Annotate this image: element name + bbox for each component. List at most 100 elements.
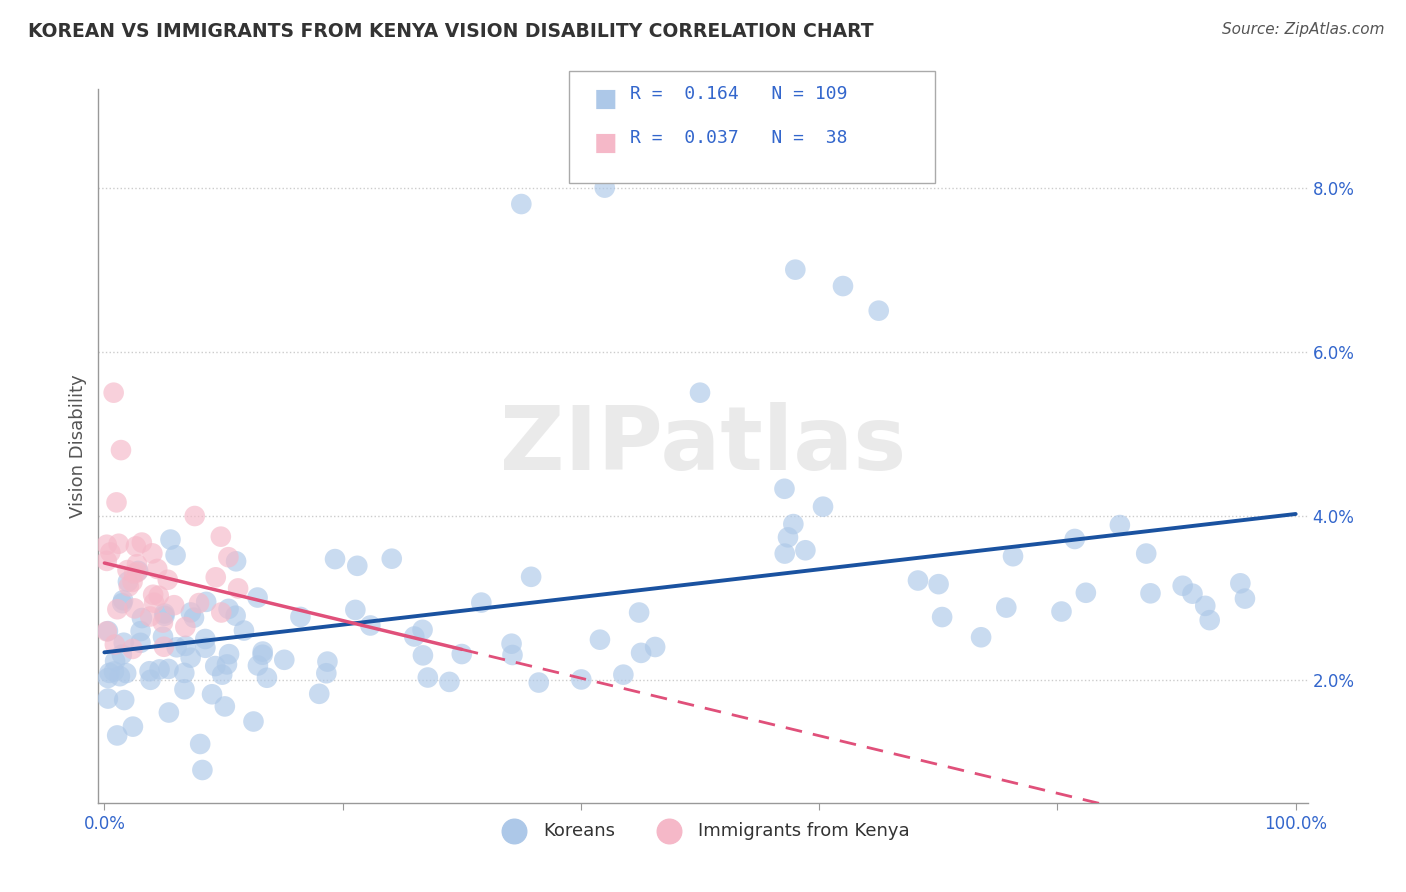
Point: [233, 624, 256, 638]
Point: [868, 303, 890, 318]
Point: [110, 443, 132, 458]
Point: [209, 530, 232, 544]
Point: [112, 593, 135, 607]
Point: [970, 630, 993, 644]
Text: R =  0.164   N = 109: R = 0.164 N = 109: [630, 85, 848, 103]
Point: [191, 763, 214, 777]
Point: [252, 648, 274, 662]
Point: [346, 558, 368, 573]
Point: [157, 662, 180, 676]
Point: [404, 630, 426, 644]
Point: [1063, 532, 1085, 546]
Point: [105, 495, 128, 509]
Point: [1139, 586, 1161, 600]
Point: [124, 601, 146, 615]
Y-axis label: Vision Disability: Vision Disability: [69, 374, 87, 518]
Point: [107, 537, 129, 551]
Point: [183, 610, 205, 624]
Point: [995, 600, 1018, 615]
Point: [142, 588, 165, 602]
Text: KOREAN VS IMMIGRANTS FROM KENYA VISION DISABILITY CORRELATION CHART: KOREAN VS IMMIGRANTS FROM KENYA VISION D…: [28, 22, 873, 41]
Point: [773, 547, 796, 561]
Point: [439, 674, 461, 689]
Point: [359, 618, 381, 632]
Point: [381, 551, 404, 566]
Point: [98, 545, 121, 559]
Point: [112, 636, 135, 650]
Point: [201, 687, 224, 701]
Point: [125, 540, 148, 554]
Point: [121, 574, 143, 589]
Point: [794, 543, 817, 558]
Point: [96, 538, 118, 552]
Point: [141, 546, 163, 560]
Text: ■: ■: [593, 131, 617, 155]
Point: [246, 658, 269, 673]
Point: [225, 554, 247, 568]
Point: [644, 640, 666, 654]
Point: [174, 620, 197, 634]
Point: [97, 624, 120, 639]
Point: [129, 624, 152, 639]
Point: [152, 615, 174, 630]
Point: [165, 548, 187, 562]
Point: [125, 558, 148, 572]
Point: [217, 550, 239, 565]
Point: [226, 582, 249, 596]
Point: [316, 655, 339, 669]
Point: [180, 650, 202, 665]
Point: [115, 666, 138, 681]
Point: [148, 589, 170, 603]
Point: [344, 603, 367, 617]
Point: [108, 669, 131, 683]
Point: [628, 606, 651, 620]
Point: [157, 706, 180, 720]
Point: [246, 591, 269, 605]
Point: [146, 562, 169, 576]
Point: [211, 667, 233, 681]
Point: [308, 687, 330, 701]
Point: [159, 533, 181, 547]
Point: [148, 662, 170, 676]
Point: [209, 606, 232, 620]
Point: [520, 570, 543, 584]
Point: [96, 554, 118, 568]
Point: [138, 665, 160, 679]
Point: [593, 180, 616, 194]
Point: [112, 693, 135, 707]
Point: [1108, 518, 1130, 533]
Point: [1181, 587, 1204, 601]
Point: [290, 610, 312, 624]
Point: [204, 570, 226, 584]
Point: [105, 728, 128, 742]
Point: [139, 673, 162, 687]
Point: [153, 607, 176, 621]
Point: [194, 640, 217, 655]
Point: [131, 611, 153, 625]
Text: ■: ■: [593, 87, 617, 111]
Point: [527, 675, 550, 690]
Point: [166, 640, 188, 655]
Point: [122, 720, 145, 734]
Point: [214, 699, 236, 714]
Point: [143, 596, 166, 610]
Text: R =  0.037   N =  38: R = 0.037 N = 38: [630, 129, 848, 147]
Point: [1171, 579, 1194, 593]
Point: [928, 577, 950, 591]
Point: [97, 691, 120, 706]
Point: [215, 657, 238, 672]
Text: ZIPatlas: ZIPatlas: [501, 402, 905, 490]
Point: [785, 262, 807, 277]
Point: [776, 530, 799, 544]
Point: [218, 602, 240, 616]
Point: [931, 610, 953, 624]
Point: [117, 574, 139, 589]
Point: [1074, 586, 1097, 600]
Point: [122, 566, 145, 581]
Point: [183, 509, 205, 524]
Point: [194, 632, 217, 646]
Point: [323, 552, 346, 566]
Point: [204, 659, 226, 673]
Point: [218, 647, 240, 661]
Point: [97, 671, 120, 685]
